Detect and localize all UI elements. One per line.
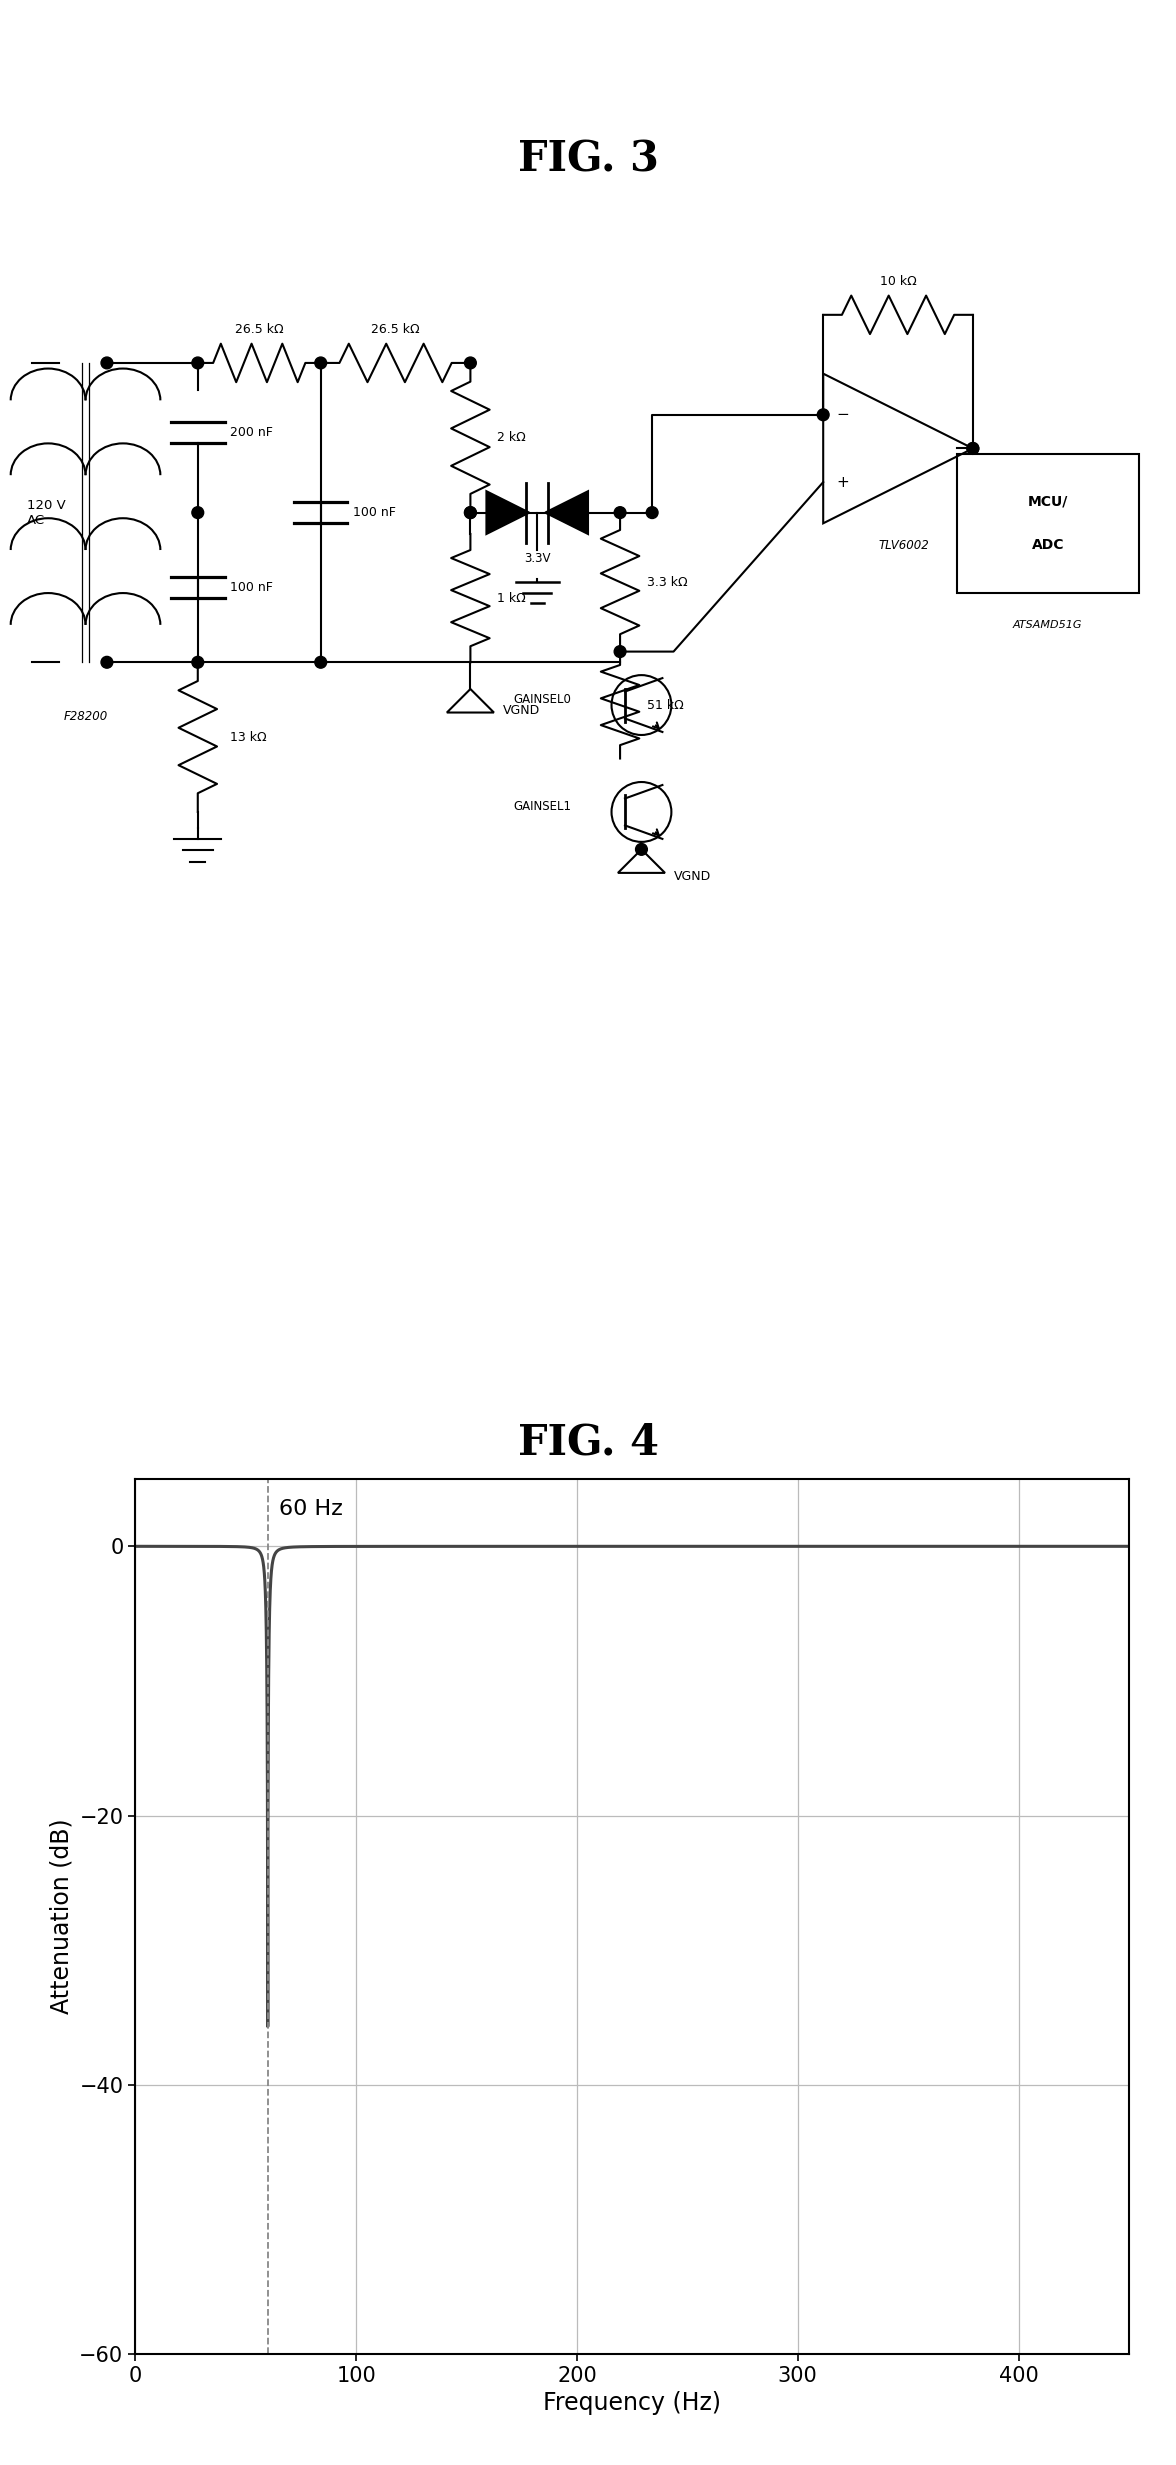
- Circle shape: [101, 357, 113, 370]
- Circle shape: [647, 508, 659, 518]
- Text: FIG. 3: FIG. 3: [517, 138, 659, 180]
- Circle shape: [967, 444, 978, 454]
- Text: 100 nF: 100 nF: [353, 505, 395, 520]
- Y-axis label: Attenuation (dB): Attenuation (dB): [49, 1819, 74, 2014]
- Text: 3.3V: 3.3V: [524, 552, 550, 564]
- Polygon shape: [546, 491, 588, 535]
- Circle shape: [967, 444, 978, 454]
- Text: 60 Hz: 60 Hz: [279, 1499, 342, 1518]
- Text: VGND: VGND: [502, 705, 540, 717]
- Circle shape: [192, 357, 203, 370]
- Text: 120 V
AC: 120 V AC: [27, 498, 66, 528]
- Text: 26.5 kΩ: 26.5 kΩ: [372, 323, 420, 335]
- Text: VGND: VGND: [674, 870, 710, 882]
- Circle shape: [315, 656, 327, 668]
- Circle shape: [614, 646, 626, 658]
- Text: +: +: [836, 476, 849, 491]
- Circle shape: [101, 656, 113, 668]
- Polygon shape: [487, 491, 529, 535]
- Text: 100 nF: 100 nF: [229, 582, 273, 594]
- Circle shape: [465, 508, 476, 518]
- Text: ATSAMD51G: ATSAMD51G: [1013, 619, 1082, 629]
- Text: FIG. 4: FIG. 4: [517, 1420, 659, 1464]
- X-axis label: Frequency (Hz): Frequency (Hz): [543, 2391, 721, 2416]
- Text: 3.3 kΩ: 3.3 kΩ: [647, 577, 688, 589]
- Text: 13 kΩ: 13 kΩ: [229, 730, 267, 744]
- Circle shape: [465, 357, 476, 370]
- Text: −: −: [836, 407, 849, 422]
- Circle shape: [614, 508, 626, 518]
- Text: GAINSEL1: GAINSEL1: [513, 801, 572, 813]
- Text: 51 kΩ: 51 kΩ: [647, 698, 683, 712]
- Text: 26.5 kΩ: 26.5 kΩ: [235, 323, 283, 335]
- Text: TLV6002: TLV6002: [878, 540, 929, 552]
- Text: GAINSEL0: GAINSEL0: [513, 693, 572, 705]
- Circle shape: [635, 843, 647, 855]
- Text: ADC: ADC: [1031, 537, 1064, 552]
- Text: 10 kΩ: 10 kΩ: [880, 276, 916, 288]
- Text: MCU/: MCU/: [1028, 495, 1068, 508]
- Text: 1 kΩ: 1 kΩ: [497, 592, 526, 604]
- Text: 200 nF: 200 nF: [229, 426, 273, 439]
- Circle shape: [315, 357, 327, 370]
- Text: F28200: F28200: [64, 710, 108, 722]
- Text: 2 kΩ: 2 kΩ: [497, 431, 526, 444]
- Circle shape: [465, 508, 476, 518]
- Circle shape: [192, 656, 203, 668]
- Circle shape: [817, 409, 829, 422]
- Circle shape: [192, 508, 203, 518]
